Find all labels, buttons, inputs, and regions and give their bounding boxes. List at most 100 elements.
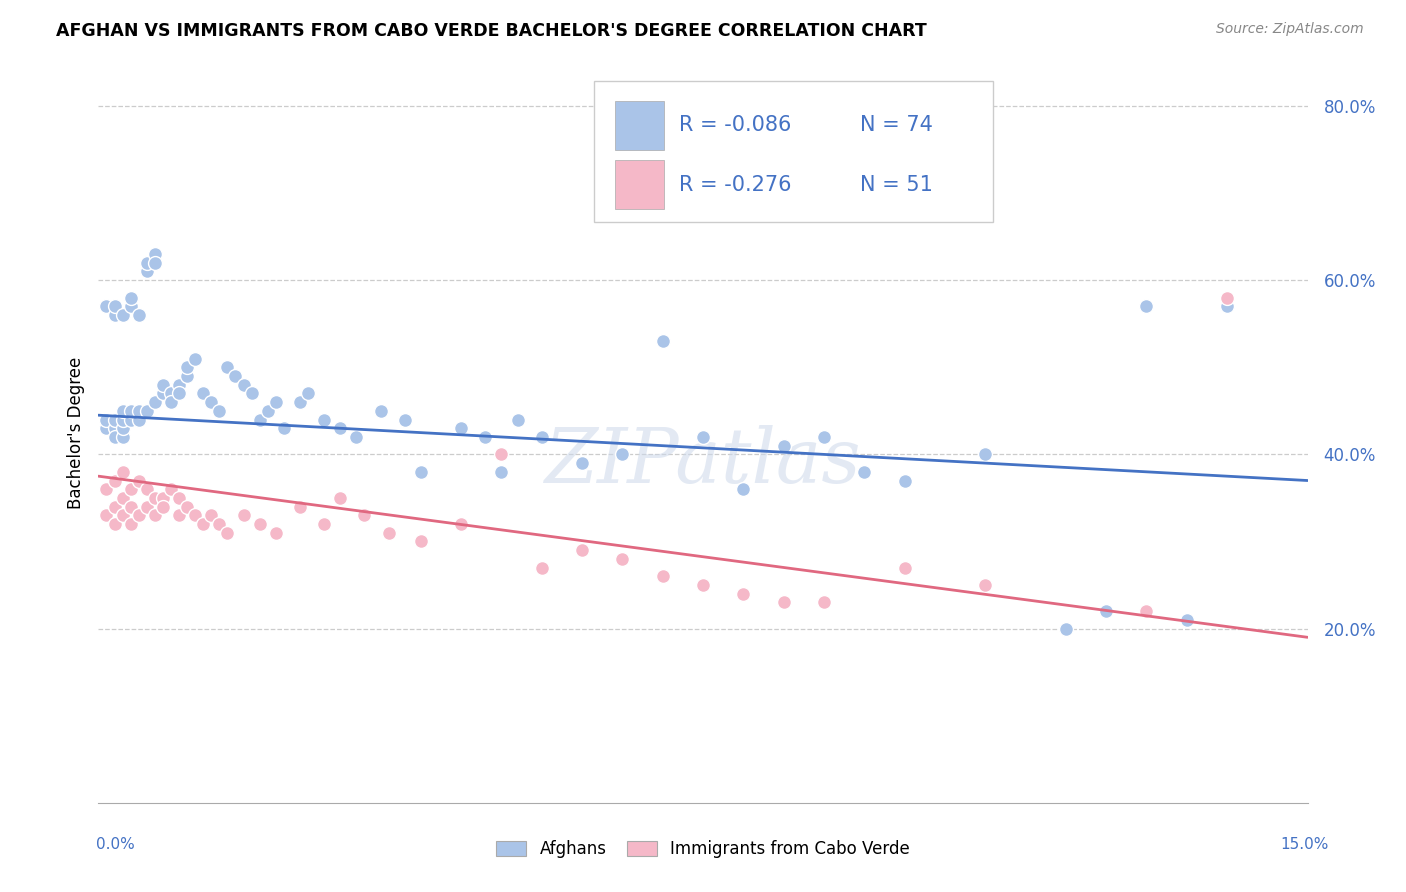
Point — [120, 482, 142, 496]
Point — [1135, 604, 1157, 618]
Point — [135, 500, 157, 514]
Point — [143, 395, 166, 409]
Text: R = -0.276: R = -0.276 — [679, 175, 792, 194]
Point — [491, 465, 513, 479]
Point — [256, 404, 278, 418]
Point — [120, 299, 142, 313]
Point — [288, 500, 311, 514]
Point — [571, 456, 593, 470]
Point — [612, 552, 634, 566]
Point — [651, 334, 673, 348]
Point — [1216, 299, 1239, 313]
Point — [217, 525, 239, 540]
Point — [974, 447, 997, 461]
Point — [1135, 299, 1157, 313]
Point — [96, 421, 118, 435]
Point — [176, 369, 198, 384]
Point — [143, 256, 166, 270]
Point — [135, 404, 157, 418]
Point — [733, 482, 755, 496]
Point — [111, 508, 134, 523]
Text: 0.0%: 0.0% — [96, 838, 135, 852]
Point — [491, 447, 513, 461]
Point — [249, 412, 271, 426]
Point — [128, 404, 150, 418]
Text: ZIPatlas: ZIPatlas — [544, 425, 862, 500]
Point — [232, 377, 254, 392]
Point — [314, 517, 336, 532]
Point — [193, 386, 215, 401]
Point — [160, 395, 183, 409]
Point — [530, 560, 553, 574]
Point — [409, 534, 432, 549]
Point — [120, 517, 142, 532]
Legend: Afghans, Immigrants from Cabo Verde: Afghans, Immigrants from Cabo Verde — [489, 833, 917, 865]
Point — [733, 587, 755, 601]
Point — [103, 299, 125, 313]
Point — [128, 308, 150, 322]
Point — [224, 369, 246, 384]
Point — [893, 560, 915, 574]
Point — [160, 482, 183, 496]
Point — [893, 474, 915, 488]
Point — [103, 517, 125, 532]
Point — [96, 299, 118, 313]
Point — [208, 517, 231, 532]
Point — [135, 264, 157, 278]
Point — [329, 491, 352, 505]
Y-axis label: Bachelor's Degree: Bachelor's Degree — [66, 357, 84, 508]
Point — [128, 508, 150, 523]
Point — [377, 525, 399, 540]
Point — [111, 421, 134, 435]
Point — [450, 421, 472, 435]
Point — [152, 386, 174, 401]
Point — [135, 482, 157, 496]
Point — [111, 465, 134, 479]
Point — [200, 395, 222, 409]
Point — [128, 412, 150, 426]
Point — [103, 412, 125, 426]
Point — [288, 395, 311, 409]
Point — [152, 491, 174, 505]
Point — [184, 508, 207, 523]
Point — [692, 430, 714, 444]
Point — [120, 500, 142, 514]
Point — [176, 500, 198, 514]
Point — [474, 430, 496, 444]
Point — [853, 465, 876, 479]
Point — [813, 595, 835, 609]
Text: R = -0.086: R = -0.086 — [679, 115, 792, 136]
Point — [1216, 291, 1239, 305]
Point — [120, 412, 142, 426]
Point — [249, 517, 271, 532]
Point — [96, 412, 118, 426]
Point — [612, 447, 634, 461]
Point — [128, 474, 150, 488]
Point — [103, 474, 125, 488]
Text: Source: ZipAtlas.com: Source: ZipAtlas.com — [1216, 22, 1364, 37]
Point — [1054, 622, 1077, 636]
Text: N = 51: N = 51 — [860, 175, 934, 194]
Point — [111, 491, 134, 505]
Point — [176, 360, 198, 375]
Text: 15.0%: 15.0% — [1281, 838, 1329, 852]
Point — [160, 386, 183, 401]
Point — [772, 595, 794, 609]
Point — [103, 500, 125, 514]
Point — [143, 508, 166, 523]
Point — [651, 569, 673, 583]
Point — [143, 247, 166, 261]
Point — [264, 525, 287, 540]
Point — [152, 377, 174, 392]
Point — [111, 430, 134, 444]
Point — [167, 508, 190, 523]
Point — [217, 360, 239, 375]
Point — [200, 508, 222, 523]
Point — [120, 291, 142, 305]
Text: N = 74: N = 74 — [860, 115, 934, 136]
Point — [167, 377, 190, 392]
Point — [344, 430, 367, 444]
Point — [353, 508, 375, 523]
Point — [193, 517, 215, 532]
Point — [111, 404, 134, 418]
